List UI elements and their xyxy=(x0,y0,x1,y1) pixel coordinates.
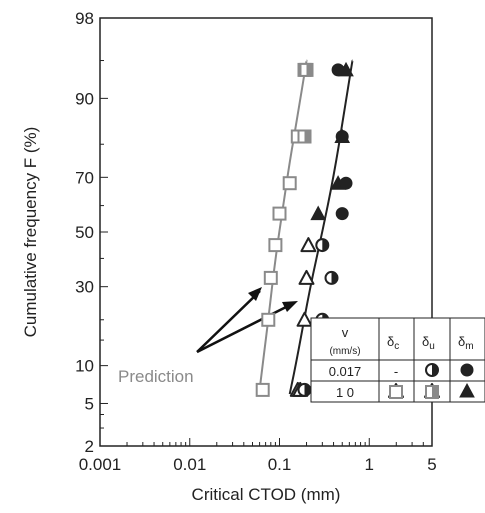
marker-shape xyxy=(335,207,349,221)
marker-shape xyxy=(331,63,345,77)
marker-fill xyxy=(304,130,311,143)
marker-shape xyxy=(300,237,317,253)
x-tick-label: 0.1 xyxy=(268,455,292,474)
data-point-square-open xyxy=(261,312,276,327)
y-tick-label: 5 xyxy=(85,394,94,413)
legend-marker-square-open xyxy=(389,385,403,399)
marker-shape xyxy=(389,385,403,399)
data-point-square-open xyxy=(268,238,283,253)
marker-shape xyxy=(282,176,297,191)
data-point-circle-half xyxy=(297,382,312,397)
marker-fill xyxy=(331,271,338,284)
y-tick-label: 2 xyxy=(85,437,94,456)
data-points xyxy=(255,61,354,397)
legend-row-1-c: - xyxy=(394,364,398,379)
data-point-circle-half xyxy=(315,238,330,253)
legend-header-v-unit: (mm/s) xyxy=(329,346,360,357)
x-tick-label: 5 xyxy=(427,455,436,474)
legend-header-v: v xyxy=(342,325,349,340)
data-point-triangle-filled xyxy=(310,205,327,221)
prediction-arrow-2 xyxy=(196,301,295,354)
data-point-square-open xyxy=(282,176,297,191)
marker-shape xyxy=(335,130,349,143)
marker-shape xyxy=(296,311,313,327)
marker-shape xyxy=(298,269,315,285)
marker-fill xyxy=(322,239,329,252)
marker-shape xyxy=(310,205,327,221)
legend-row-2-v: 1 0 xyxy=(336,385,354,400)
x-tick-label: 0.01 xyxy=(173,455,206,474)
legend-row-1-v: 0.017 xyxy=(329,364,362,379)
legend-marker-circle-filled xyxy=(460,363,474,377)
x-tick-label: 1 xyxy=(365,455,374,474)
marker-fill xyxy=(306,63,313,76)
marker-shape xyxy=(272,206,287,221)
marker-fill xyxy=(304,383,311,396)
y-tick-label: 10 xyxy=(75,357,94,376)
y-axis-label: Cumulative frequency F (%) xyxy=(21,127,40,338)
y-tick-label: 50 xyxy=(75,223,94,242)
marker-shape xyxy=(263,270,278,285)
data-point-circle-filled xyxy=(331,63,345,77)
y-tick-labels: 2 5 10 30 50 70 90 98 xyxy=(75,9,94,456)
y-tick-label: 90 xyxy=(75,89,94,108)
marker-fill xyxy=(432,386,438,398)
prediction-arrowhead-1 xyxy=(248,287,262,301)
marker-shape xyxy=(261,312,276,327)
y-tick-label: 30 xyxy=(75,278,94,297)
data-point-circle-filled xyxy=(335,207,349,221)
data-point-circle-filled xyxy=(339,176,353,190)
data-point-triangle-open xyxy=(296,311,313,327)
data-point-circle-half xyxy=(324,270,339,285)
prediction-arrowhead-2 xyxy=(282,301,298,312)
y-tick-label: 70 xyxy=(75,168,94,187)
data-point-square-open xyxy=(272,206,287,221)
data-point-square-open xyxy=(263,270,278,285)
data-point-triangle-open xyxy=(298,269,315,285)
prediction-arrows xyxy=(196,287,298,354)
marker-fill xyxy=(432,364,438,376)
legend-marker-circle-half xyxy=(425,363,439,377)
data-point-square-half xyxy=(299,62,314,77)
marker-shape xyxy=(339,176,353,190)
prediction-annotation: Prediction xyxy=(118,367,194,386)
data-point-square-open xyxy=(255,382,270,397)
legend-header-delta-c: δc xyxy=(387,334,399,352)
marker-shape xyxy=(459,382,475,398)
axis-ticks xyxy=(99,17,433,447)
marker-shape xyxy=(268,238,283,253)
data-point-triangle-open xyxy=(300,237,317,253)
prediction-arrow-1 xyxy=(196,290,261,353)
prediction-curve-2 xyxy=(288,59,354,395)
data-point-circle-filled xyxy=(335,130,349,143)
x-tick-label: 0.001 xyxy=(79,455,122,474)
data-point-square-half xyxy=(297,129,312,144)
legend: v (mm/s) δc δu δm 0.017 - 1 0 xyxy=(310,317,485,403)
legend-markers xyxy=(388,363,475,399)
legend-marker-square-half xyxy=(425,385,439,399)
legend-header-delta-u: δu xyxy=(422,334,435,352)
marker-shape xyxy=(255,382,270,397)
legend-marker-triangle-filled xyxy=(459,382,475,398)
y-tick-label: 98 xyxy=(75,9,94,28)
marker-shape xyxy=(460,363,474,377)
legend-header-delta-m: δm xyxy=(458,334,474,352)
x-tick-labels: 0.001 0.01 0.1 1 5 xyxy=(79,455,437,474)
x-axis-label: Critical CTOD (mm) xyxy=(192,485,341,504)
